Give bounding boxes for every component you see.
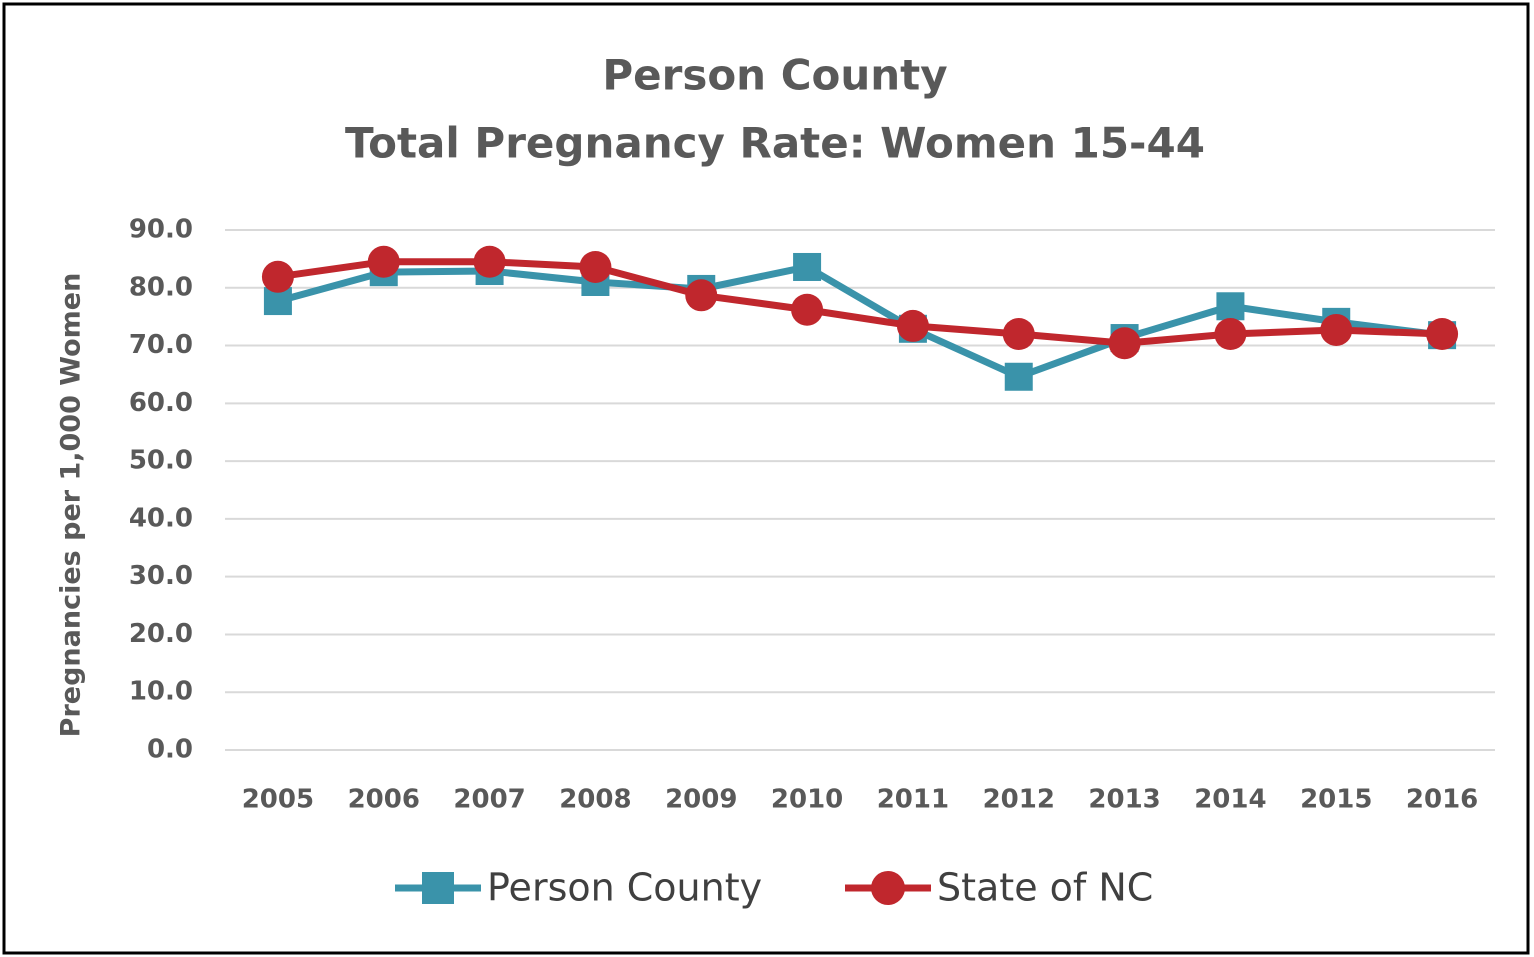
y-tick-label: 40.0 <box>129 503 193 533</box>
series-line <box>277 258 1443 347</box>
point <box>1426 318 1459 350</box>
x-tick-label: 2016 <box>1406 785 1478 815</box>
x-tick-label: 2015 <box>1300 785 1372 815</box>
legend-marker <box>871 871 905 905</box>
point <box>1002 318 1035 350</box>
point <box>367 245 400 278</box>
point <box>1004 362 1033 391</box>
point <box>793 252 822 281</box>
y-axis-label: Pregnancies per 1,000 Women <box>56 273 87 738</box>
chart-title: Person County <box>602 51 947 100</box>
point <box>1320 313 1353 346</box>
x-tick-label: 2014 <box>1194 785 1266 815</box>
y-tick-label: 90.0 <box>129 215 193 245</box>
point <box>579 250 612 283</box>
point <box>1216 292 1245 321</box>
point <box>1214 318 1247 350</box>
series-line <box>276 263 1443 381</box>
x-tick-label: 2009 <box>665 785 737 815</box>
point <box>685 279 718 312</box>
y-tick-label: 10.0 <box>129 677 193 707</box>
legend-label: Person County <box>487 866 762 910</box>
y-tick-label: 20.0 <box>129 619 193 649</box>
chart-subtitle: Total Pregnancy Rate: Women 15-44 <box>345 119 1205 168</box>
x-tick-label: 2006 <box>348 785 420 815</box>
x-tick-label: 2012 <box>983 785 1055 815</box>
point <box>791 293 824 326</box>
x-tick-label: 2010 <box>771 785 843 815</box>
legend-label: State of NC <box>937 866 1153 910</box>
point <box>473 245 506 278</box>
x-tick-label: 2013 <box>1088 785 1160 815</box>
y-tick-label: 70.0 <box>129 330 193 360</box>
x-tick-label: 2008 <box>559 785 631 815</box>
y-tick-label: 50.0 <box>129 446 193 476</box>
point <box>1108 327 1141 360</box>
x-tick-label: 2007 <box>453 785 525 815</box>
point <box>261 260 294 293</box>
y-tick-label: 30.0 <box>129 561 193 591</box>
y-tick-label: 60.0 <box>129 388 193 418</box>
legend-marker <box>422 872 454 904</box>
point <box>896 309 929 342</box>
x-tick-label: 2011 <box>877 785 949 815</box>
x-tick-label: 2005 <box>242 785 314 815</box>
y-tick-label: 0.0 <box>147 735 193 765</box>
y-tick-label: 80.0 <box>129 272 193 302</box>
